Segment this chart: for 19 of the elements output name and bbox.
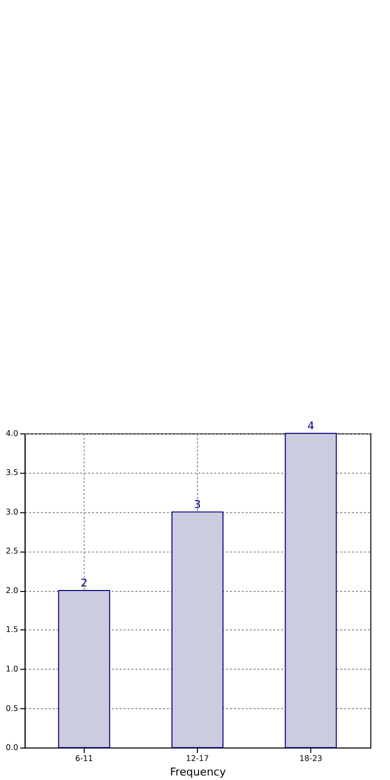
bar bbox=[171, 511, 224, 748]
data-label: 4 bbox=[307, 419, 314, 432]
y-tick-label: 2.0 bbox=[6, 586, 18, 595]
x-tick-label: 18-23 bbox=[299, 754, 322, 763]
y-tick-label: 0.0 bbox=[6, 743, 18, 752]
y-tick-label: 3.0 bbox=[6, 507, 18, 516]
y-tick-label: 1.0 bbox=[6, 664, 18, 674]
y-tick-label: 3.5 bbox=[6, 468, 18, 478]
y-tick-label: 4.0 bbox=[6, 428, 18, 438]
data-label: 2 bbox=[80, 576, 88, 590]
x-tick-label: 6-11 bbox=[75, 754, 94, 763]
y-tick-label: 0.5 bbox=[6, 704, 18, 713]
x-axis-title: Frequency bbox=[170, 766, 227, 779]
bar bbox=[58, 590, 110, 748]
data-label: 3 bbox=[194, 498, 202, 511]
y-tick-label: 2.5 bbox=[6, 546, 18, 556]
bar bbox=[284, 432, 337, 748]
y-tick-label: 1.5 bbox=[6, 625, 18, 634]
x-tick-label: 12-17 bbox=[186, 754, 209, 763]
